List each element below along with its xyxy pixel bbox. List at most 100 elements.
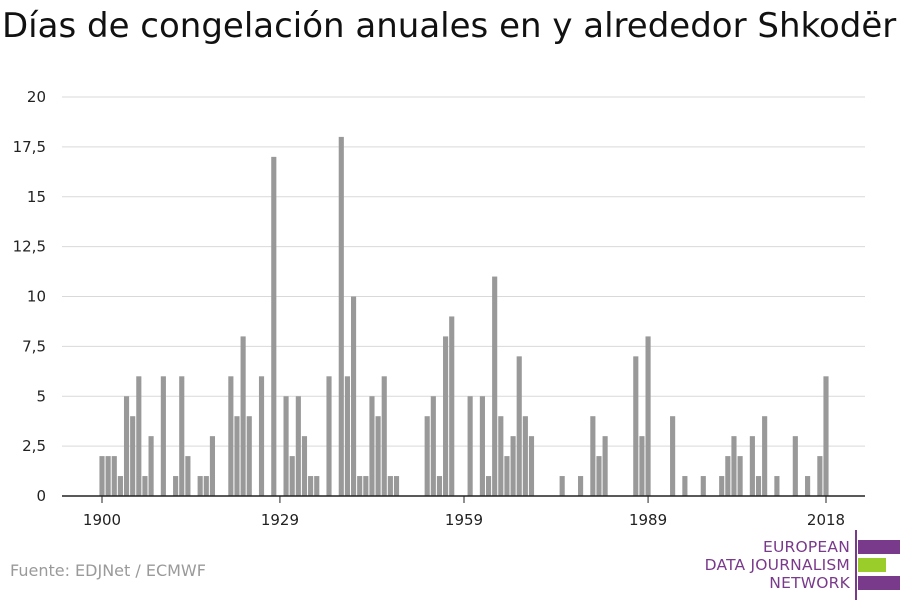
bar-1931 bbox=[289, 456, 295, 496]
bar-1913 bbox=[179, 376, 185, 496]
bar-1955 bbox=[436, 476, 443, 496]
y-tick-label: 2,5 bbox=[22, 437, 46, 455]
bar-1957 bbox=[449, 316, 455, 496]
bar-1947 bbox=[387, 476, 393, 496]
bar-2001 bbox=[719, 476, 725, 496]
bar-1903 bbox=[117, 476, 123, 496]
bar-1917 bbox=[203, 476, 209, 496]
bar-1993 bbox=[670, 416, 676, 496]
bar-1962 bbox=[479, 396, 485, 496]
y-tick-label: 5 bbox=[36, 387, 46, 405]
logo-divider bbox=[855, 530, 857, 600]
bar-1937 bbox=[326, 376, 332, 496]
gridlines bbox=[62, 96, 865, 447]
bar-2010 bbox=[774, 476, 780, 496]
bar-1964 bbox=[492, 276, 498, 496]
bar-1960 bbox=[467, 396, 473, 496]
bar-1970 bbox=[528, 436, 535, 496]
bar-1954 bbox=[430, 396, 436, 496]
bars bbox=[99, 136, 829, 496]
bar-1910 bbox=[160, 376, 166, 496]
x-tick-label: 1929 bbox=[261, 511, 299, 529]
y-tick-label: 17,5 bbox=[13, 138, 46, 156]
bar-2003 bbox=[731, 436, 737, 496]
bar-1956 bbox=[443, 336, 449, 496]
bar-1946 bbox=[381, 376, 387, 496]
bar-1945 bbox=[375, 416, 381, 496]
bar-1918 bbox=[209, 436, 216, 496]
bar-1941 bbox=[350, 296, 357, 496]
bar-1908 bbox=[148, 436, 154, 496]
y-tick-label: 10 bbox=[27, 288, 46, 306]
bar-1933 bbox=[301, 436, 308, 496]
logo-bar-top bbox=[858, 540, 900, 554]
logo-bar-middle bbox=[858, 558, 886, 572]
chart-title: Días de congelación anuales en y alreded… bbox=[2, 6, 897, 46]
y-tick-label: 12,5 bbox=[13, 238, 46, 256]
bar-chart: 0 2,5 5 7,5 10 12,5 15 17,5 20 1900 1929 1959 1989 2… bbox=[13, 88, 865, 529]
y-axis-ticks: 0 2,5 5 7,5 10 12,5 15 17,5 20 bbox=[13, 88, 46, 505]
bar-1982 bbox=[602, 436, 608, 496]
x-tick-label: 2018 bbox=[807, 511, 845, 529]
bar-2018 bbox=[823, 376, 829, 496]
source-note: Fuente: EDJNet / ECMWF bbox=[10, 561, 206, 580]
y-tick-label: 15 bbox=[27, 188, 46, 206]
bar-1907 bbox=[142, 476, 148, 496]
bar-1934 bbox=[308, 476, 314, 496]
bar-1902 bbox=[111, 456, 117, 496]
logo-bar-bottom bbox=[858, 576, 900, 590]
bar-1928 bbox=[271, 156, 277, 496]
bar-1900 bbox=[99, 456, 105, 496]
bar-1963 bbox=[485, 476, 492, 496]
bar-1940 bbox=[344, 376, 350, 496]
bar-2007 bbox=[755, 476, 762, 496]
logo-line-3: NETWORK bbox=[769, 574, 850, 592]
bar-1942 bbox=[357, 476, 363, 496]
bar-1978 bbox=[578, 476, 584, 496]
bar-1968 bbox=[516, 356, 522, 496]
logo-line-2: DATA JOURNALISM bbox=[704, 556, 850, 574]
bar-1906 bbox=[136, 376, 142, 496]
bar-1988 bbox=[639, 436, 645, 496]
bar-2017 bbox=[817, 456, 823, 496]
bar-1935 bbox=[314, 476, 320, 496]
bar-1948 bbox=[393, 476, 400, 496]
bar-2013 bbox=[792, 436, 798, 496]
bar-1944 bbox=[369, 396, 375, 496]
bar-1966 bbox=[504, 456, 510, 496]
x-tick-label: 1900 bbox=[83, 511, 121, 529]
y-tick-label: 20 bbox=[27, 88, 46, 106]
bar-1965 bbox=[498, 416, 504, 496]
x-tick-label: 1959 bbox=[445, 511, 483, 529]
bar-1930 bbox=[283, 396, 289, 496]
bar-2015 bbox=[805, 476, 811, 496]
bar-1916 bbox=[197, 476, 203, 496]
x-tick-label: 1989 bbox=[629, 511, 667, 529]
bar-1998 bbox=[700, 476, 706, 496]
bar-1939 bbox=[338, 136, 344, 496]
bar-1932 bbox=[295, 396, 301, 496]
bar-1995 bbox=[682, 476, 688, 496]
edjnet-logo: EUROPEAN DATA JOURNALISM NETWORK bbox=[700, 530, 900, 600]
bar-1969 bbox=[522, 416, 528, 496]
bar-1914 bbox=[185, 456, 191, 496]
bar-1980 bbox=[590, 416, 596, 496]
bar-1923 bbox=[240, 336, 246, 496]
bar-1953 bbox=[424, 416, 430, 496]
bar-1967 bbox=[510, 436, 516, 496]
bar-1901 bbox=[105, 456, 111, 496]
bar-2002 bbox=[725, 456, 731, 496]
bar-1987 bbox=[633, 356, 639, 496]
bar-1905 bbox=[130, 416, 136, 496]
y-tick-label: 7,5 bbox=[22, 337, 46, 355]
bar-1981 bbox=[596, 456, 602, 496]
bar-1926 bbox=[258, 376, 265, 496]
bar-1943 bbox=[363, 476, 369, 496]
bar-1912 bbox=[173, 476, 179, 496]
bar-2004 bbox=[737, 456, 743, 496]
bar-2006 bbox=[749, 436, 755, 496]
bar-1989 bbox=[645, 336, 651, 496]
bar-1975 bbox=[559, 476, 565, 496]
bar-1921 bbox=[228, 376, 234, 496]
y-tick-label: 0 bbox=[36, 487, 46, 505]
